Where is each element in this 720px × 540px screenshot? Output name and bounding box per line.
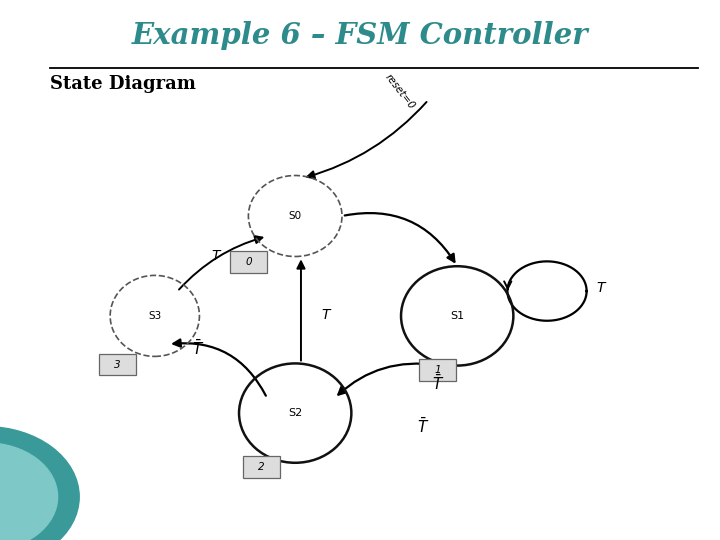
FancyArrowPatch shape — [174, 340, 266, 396]
Bar — [419, 359, 456, 381]
Text: 3: 3 — [114, 360, 121, 369]
Circle shape — [0, 427, 79, 540]
Bar — [230, 251, 267, 273]
FancyArrowPatch shape — [338, 363, 438, 395]
Text: 2: 2 — [258, 462, 265, 472]
FancyArrowPatch shape — [297, 261, 305, 361]
Text: State Diagram: State Diagram — [50, 75, 197, 93]
Text: S2: S2 — [288, 408, 302, 418]
Text: Example 6 – FSM Controller: Example 6 – FSM Controller — [132, 21, 588, 50]
Bar — [99, 354, 136, 375]
Text: 0: 0 — [245, 257, 252, 267]
Text: $\bar{T}$: $\bar{T}$ — [192, 339, 204, 358]
Circle shape — [0, 443, 58, 540]
Text: $\bar{T}$: $\bar{T}$ — [431, 374, 444, 393]
Text: 1: 1 — [434, 365, 441, 375]
Bar — [243, 456, 280, 478]
FancyArrowPatch shape — [307, 102, 426, 178]
Text: reset=0: reset=0 — [383, 72, 416, 111]
Text: T: T — [321, 308, 330, 321]
Text: S0: S0 — [289, 211, 302, 221]
Text: S3: S3 — [148, 311, 161, 321]
Text: $\bar{T}$: $\bar{T}$ — [417, 417, 430, 436]
Text: T: T — [212, 249, 220, 264]
FancyArrowPatch shape — [179, 236, 262, 289]
FancyArrowPatch shape — [345, 213, 454, 262]
Text: S1: S1 — [450, 311, 464, 321]
Text: T: T — [597, 281, 606, 295]
